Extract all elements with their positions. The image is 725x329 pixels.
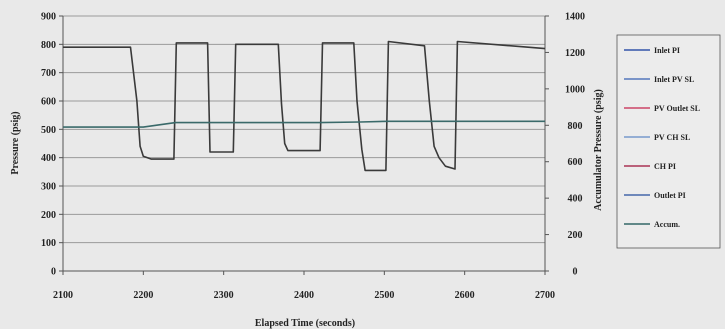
y-right-tick-label: 400 <box>568 194 583 205</box>
series-lines <box>63 40 546 172</box>
y-left-tick-label: 600 <box>41 97 56 108</box>
x-tick-labels: 2100 2200 2300 2400 2500 2600 2700 <box>53 271 555 301</box>
y-right-tick-label: 200 <box>568 230 583 241</box>
x-tick-label: 2100 <box>53 290 73 301</box>
legend-label: CH PI <box>654 162 676 171</box>
x-tick-label: 2400 <box>294 290 314 301</box>
y-right-tick-label: 1400 <box>565 12 585 23</box>
y-left-tick-label: 500 <box>41 125 56 136</box>
gridlines <box>63 15 545 272</box>
y-right-tick-label: 600 <box>568 157 583 168</box>
legend-label: PV Outlet SL <box>654 104 700 113</box>
y-right-tick-label: 1200 <box>565 48 585 59</box>
x-tick-label: 2600 <box>455 290 475 301</box>
y-right-tick-labels: 0 200 400 600 800 1000 1200 1400 <box>545 12 585 278</box>
y-left-tick-label: 800 <box>41 40 56 51</box>
x-axis-title: Elapsed Time (seconds) <box>255 318 355 329</box>
x-tick-label: 2200 <box>133 290 153 301</box>
y-left-tick-label: 0 <box>51 267 56 278</box>
y-left-axis-title: Pressure (psig) <box>10 111 21 174</box>
x-tick-label: 2700 <box>535 290 555 301</box>
y-left-tick-label: 900 <box>41 12 56 23</box>
y-left-tick-label: 100 <box>41 238 56 249</box>
y-right-axis-title: Accumulator Pressure (psig) <box>593 89 604 211</box>
y-left-tick-labels: 0 100 200 300 400 500 600 700 800 900 <box>41 12 63 278</box>
x-tick-label: 2300 <box>214 290 234 301</box>
axes <box>62 16 546 272</box>
y-left-tick-label: 300 <box>41 182 56 193</box>
legend-label: Inlet PI <box>654 46 680 55</box>
legend-label: Accum. <box>654 220 680 229</box>
x-tick-label: 2500 <box>374 290 394 301</box>
y-left-tick-label: 200 <box>41 210 56 221</box>
y-left-tick-label: 700 <box>41 68 56 79</box>
y-left-tick-label: 400 <box>41 153 56 164</box>
legend-label: Outlet PI <box>654 191 686 200</box>
y-right-tick-label: 800 <box>568 121 583 132</box>
legend-label: PV CH SL <box>654 133 690 142</box>
series-line-accum <box>63 120 545 128</box>
legend: Inlet PI Inlet PV SL PV Outlet SL PV CH SL C… <box>616 34 721 249</box>
y-right-tick-label: 0 <box>573 267 578 278</box>
y-right-tick-label: 1000 <box>565 84 585 95</box>
legend-label: Inlet PV SL <box>654 75 694 84</box>
legend-box <box>616 34 721 249</box>
series-line-inlet-pi <box>63 40 546 172</box>
